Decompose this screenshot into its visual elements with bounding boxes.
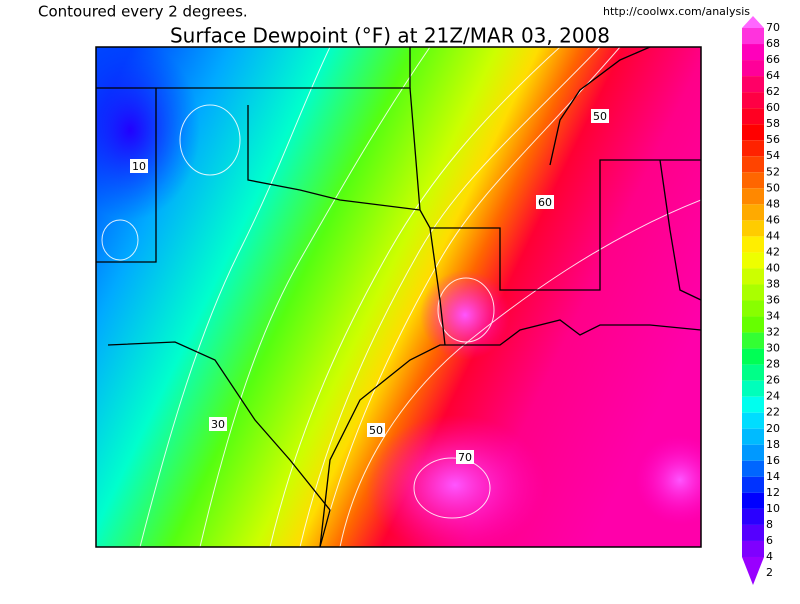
colorbar-band: [742, 492, 764, 509]
colorbar-band: [742, 156, 764, 173]
colorbar-band: [742, 476, 764, 493]
colorbar-band: [742, 44, 764, 61]
colorbar-band: [742, 60, 764, 77]
contour-label: 30: [211, 418, 225, 431]
colorbar-label: 54: [766, 149, 780, 162]
map: [96, 47, 701, 547]
colorbar-label: 10: [766, 502, 780, 515]
colorbar-band: [742, 268, 764, 285]
colorbar-label: 62: [766, 85, 780, 98]
colorbar-label: 68: [766, 37, 780, 50]
colorbar-label: 48: [766, 197, 780, 210]
colorbar-band: [742, 204, 764, 221]
colorbar-label: 30: [766, 342, 780, 355]
source: http://coolwx.com/analysis: [603, 5, 750, 18]
contour-label: 50: [593, 110, 607, 123]
colorbar-band: [742, 540, 764, 557]
colorbar-label: 32: [766, 326, 780, 339]
colorbar-label: 6: [766, 534, 773, 547]
colorbar-band: [742, 140, 764, 157]
colorbar-label: 56: [766, 133, 780, 146]
colorbar-band: [742, 28, 764, 45]
colorbar-label: 4: [766, 550, 773, 563]
colorbar-band: [742, 428, 764, 445]
colorbar-band: [742, 316, 764, 333]
colorbar-label: 46: [766, 213, 780, 226]
colorbar-band: [742, 332, 764, 349]
colorbar-label: 26: [766, 374, 780, 387]
colorbar-label: 64: [766, 69, 780, 82]
colorbar-label: 40: [766, 261, 780, 274]
colorbar-cap: [742, 16, 764, 28]
colorbar-label: 38: [766, 277, 780, 290]
colorbar-band: [742, 188, 764, 205]
colorbar-band: [742, 396, 764, 413]
title: Surface Dewpoint (°F) at 21Z/MAR 03, 200…: [170, 24, 610, 48]
colorbar-band: [742, 444, 764, 461]
colorbar-label: 36: [766, 294, 780, 307]
colorbar-label: 66: [766, 53, 780, 66]
colorbar-band: [742, 364, 764, 381]
map-frame: [95, 46, 702, 548]
colorbar-band: [742, 220, 764, 237]
colorbar-label: 50: [766, 181, 780, 194]
colorbar-label: 16: [766, 454, 780, 467]
contour-label: 60: [538, 196, 552, 209]
colorbar-label: 24: [766, 390, 780, 403]
colorbar-band: [742, 300, 764, 317]
colorbar-band: [742, 236, 764, 253]
colorbar-band: [742, 508, 764, 525]
colorbar-band: [742, 124, 764, 141]
colorbar-label: 42: [766, 245, 780, 258]
contour-label-box: [456, 450, 474, 464]
colorbar-label: 28: [766, 358, 780, 371]
contour-label-box: [536, 195, 554, 209]
colorbar-label: 14: [766, 470, 780, 483]
contour-label-box: [130, 159, 148, 173]
colorbar-band: [742, 108, 764, 125]
colorbar-band: [742, 460, 764, 477]
colorbar-label: 52: [766, 165, 780, 178]
colorbar-label: 34: [766, 310, 780, 323]
colorbar-band: [742, 380, 764, 397]
contour-label-box: [367, 423, 385, 437]
colorbar-band: [742, 524, 764, 541]
colorbar-band: [742, 412, 764, 429]
colorbar-label: 12: [766, 486, 780, 499]
colorbar-band: [742, 172, 764, 189]
colorbar-band: [742, 76, 764, 93]
colorbar-label: 2: [766, 566, 773, 579]
colorbar-band: [742, 284, 764, 301]
note: Contoured every 2 degrees.: [38, 3, 248, 21]
colorbar-cap: [742, 556, 764, 586]
colorbar-label: 22: [766, 406, 780, 419]
contour-label-box: [591, 109, 609, 123]
colorbar-label: 44: [766, 229, 780, 242]
contour-label: 10: [132, 160, 146, 173]
colorbar-label: 58: [766, 117, 780, 130]
colorbar-label: 20: [766, 422, 780, 435]
colorbar-band: [742, 348, 764, 365]
colorbar-label: 70: [766, 21, 780, 34]
colorbar-label: 60: [766, 101, 780, 114]
contour-label: 70: [458, 451, 472, 464]
colorbar-band: [742, 252, 764, 269]
colorbar-label: 8: [766, 518, 773, 531]
colorbar-label: 18: [766, 438, 780, 451]
contour-label-box: [209, 417, 227, 431]
contour-label: 50: [369, 424, 383, 437]
colorbar-band: [742, 92, 764, 109]
